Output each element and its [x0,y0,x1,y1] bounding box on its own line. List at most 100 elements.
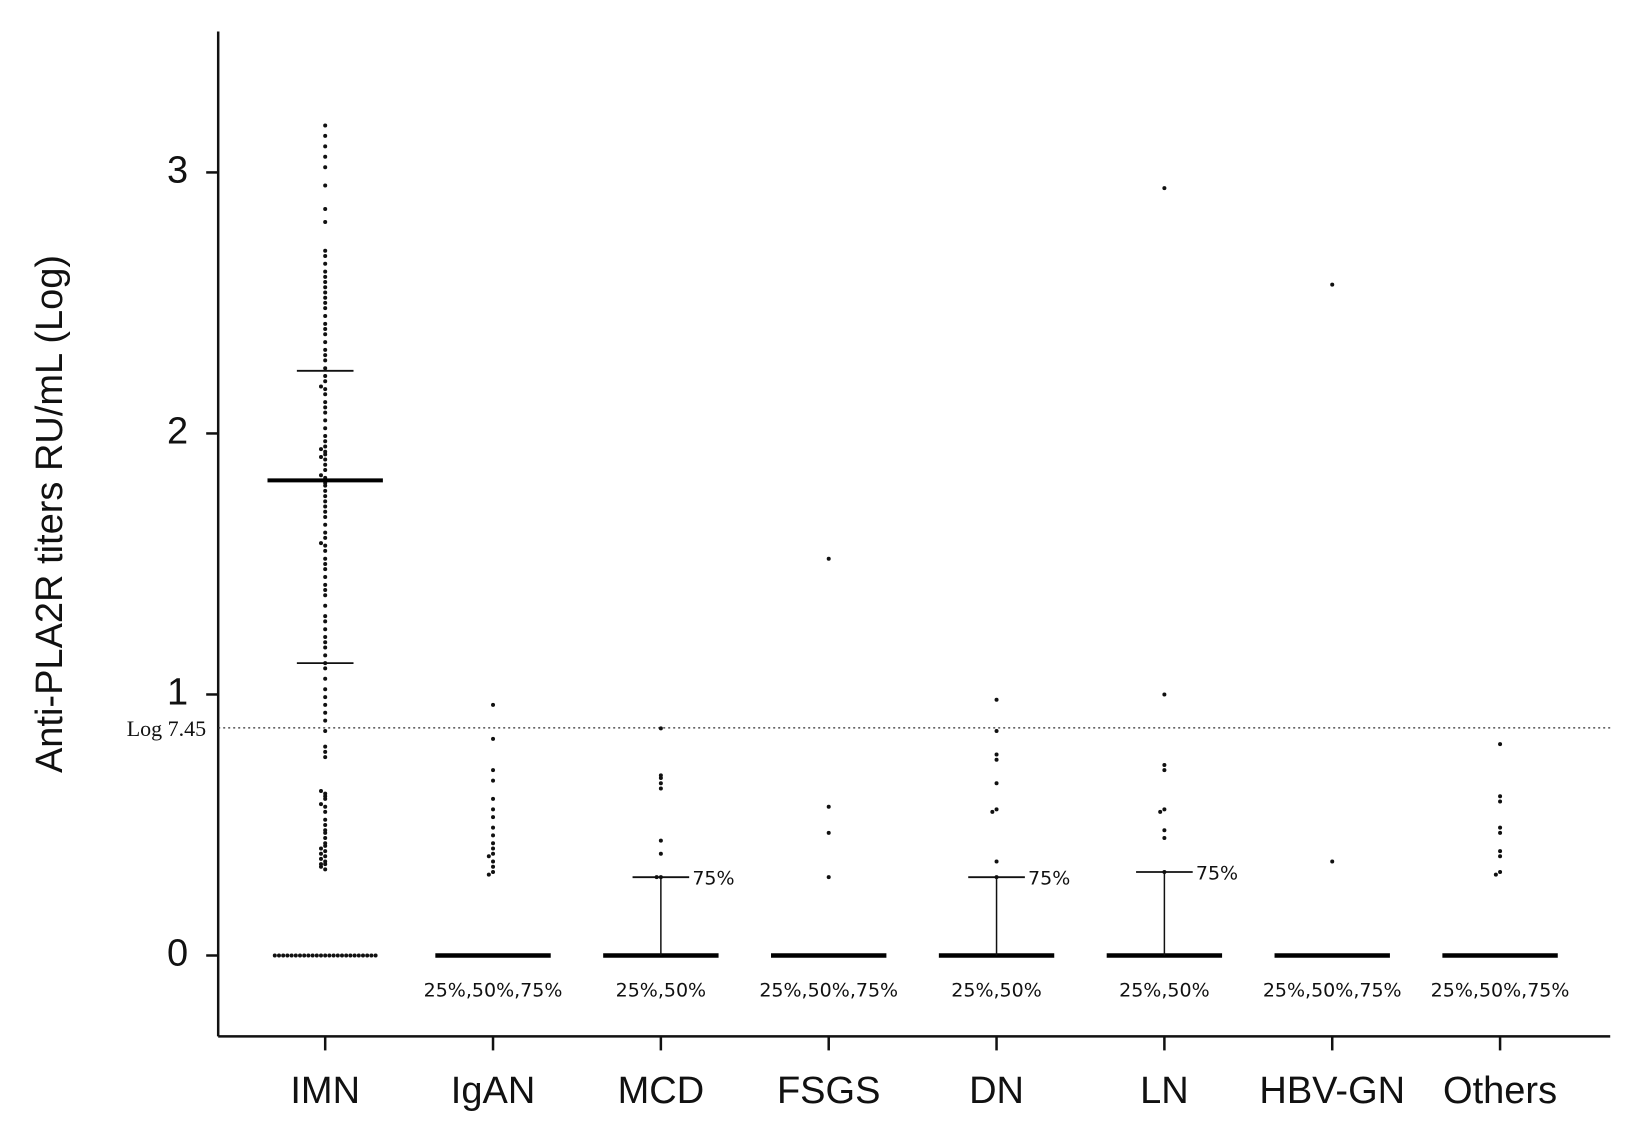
data-point [323,392,328,397]
data-point [1498,794,1503,799]
data-point [323,791,328,796]
data-point [323,313,328,318]
data-point [323,548,328,553]
data-point [491,778,496,783]
data-point [318,447,323,452]
data-point [318,846,323,851]
data-point [276,953,281,958]
data-point [1498,825,1503,830]
data-point [323,248,328,253]
data-point [658,726,663,731]
data-point [323,543,328,548]
data-point [323,269,328,274]
quartile-label: 75% [1028,868,1070,890]
data-point [323,859,328,864]
data-point [323,729,328,734]
y-tick-label: 2 [167,410,188,452]
data-point [289,953,294,958]
data-point [658,851,663,856]
data-point [323,165,328,170]
x-tick-label: Others [1443,1070,1557,1112]
data-point [348,953,353,958]
data-point [491,807,496,812]
data-point [323,374,328,379]
data-point [1330,282,1335,287]
data-point [323,867,328,872]
data-point [323,499,328,504]
data-point [323,804,328,809]
data-point [323,676,328,681]
data-point [323,509,328,514]
data-point [323,653,328,658]
data-point [323,718,328,723]
data-point [323,123,328,128]
data-point [323,627,328,632]
data-point [323,290,328,295]
data-point [826,830,831,835]
data-point [323,953,328,958]
y-tick-label: 0 [167,933,188,975]
data-point [323,274,328,279]
data-point [1498,830,1503,835]
data-point [285,953,290,958]
data-point [323,206,328,211]
data-point [323,434,328,439]
data-point [323,261,328,266]
data-point [323,619,328,624]
data-point [491,796,496,801]
x-tick-label: MCD [618,1070,705,1112]
data-point [994,859,999,864]
data-point [318,541,323,546]
data-point [318,454,323,459]
data-point [323,321,328,326]
data-point [318,856,323,861]
data-point [323,522,328,527]
data-point [323,854,328,859]
data-point [1498,854,1503,859]
data-point [356,953,361,958]
data-point [302,953,307,958]
data-point [994,729,999,734]
x-tick-label: HBV-GN [1259,1070,1405,1112]
data-point [323,561,328,566]
data-point [369,953,374,958]
data-point [323,836,328,841]
data-point [323,418,328,423]
data-point [331,953,336,958]
data-point [826,875,831,880]
data-point [323,154,328,159]
data-point [318,384,323,389]
quartile-label: 25%,50%,75% [424,980,563,1002]
data-point [826,556,831,561]
data-point [323,567,328,572]
x-tick-label: DN [969,1070,1024,1112]
data-point [323,444,328,449]
data-point [1162,836,1167,841]
data-point [323,504,328,509]
data-point [994,781,999,786]
quartile-label: 75% [692,868,734,890]
data-point [323,457,328,462]
data-point [306,953,311,958]
data-point [994,757,999,762]
y-axis-label: Anti-PLA2R titers RU/mL (Log) [29,255,71,773]
data-point [990,809,995,814]
data-point [323,467,328,472]
data-point [491,846,496,851]
data-point [323,710,328,715]
data-point [318,789,323,794]
data-point [323,755,328,760]
data-point [491,851,496,856]
quartile-label: 25%,50%,75% [1263,980,1402,1002]
data-point [323,379,328,384]
data-point [323,822,328,827]
data-point [281,953,286,958]
data-point [486,872,491,877]
quartile-label: 25%,50% [616,980,707,1002]
data-point [323,366,328,371]
data-point [323,133,328,138]
data-point [323,462,328,467]
data-point [365,953,370,958]
data-point [323,340,328,345]
